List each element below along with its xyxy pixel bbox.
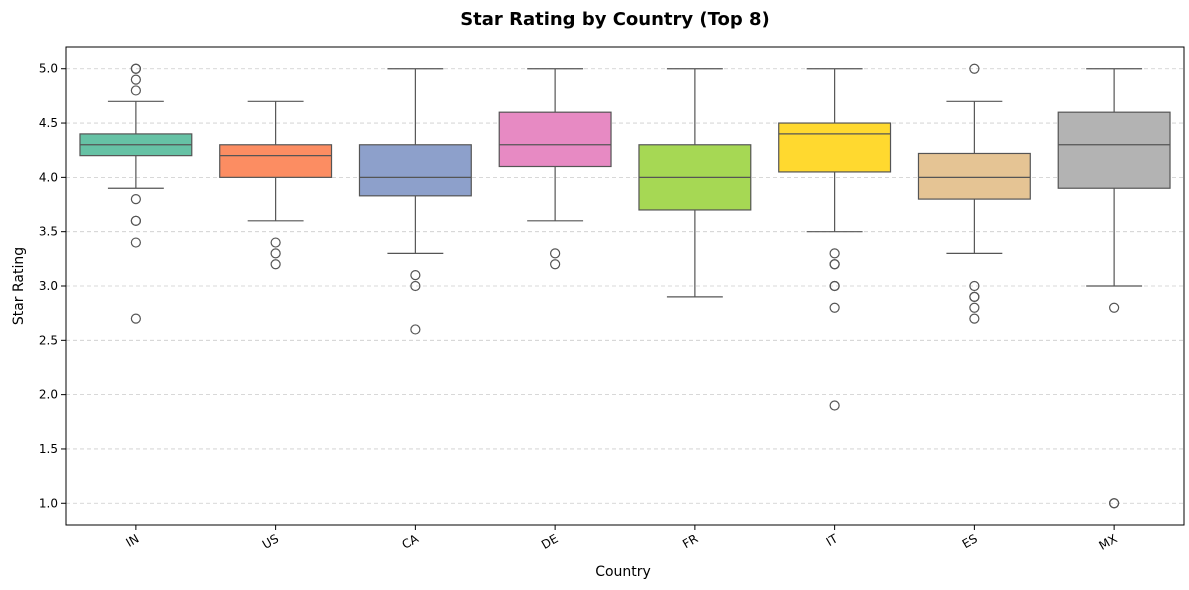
outlier-point	[410, 280, 421, 292]
iqr-box	[1057, 111, 1171, 189]
x-tick-label: ES	[960, 531, 980, 551]
iqr-box	[219, 144, 333, 178]
y-axis: 1.0 1.5 2.0 2.5 3.0 3.5 4.0 4.5 5.0	[39, 62, 66, 510]
iqr-box	[917, 152, 1031, 200]
outlier-point	[969, 280, 980, 292]
outlier-point	[829, 400, 840, 411]
iqr-box	[778, 122, 892, 173]
outlier-point	[969, 63, 980, 74]
x-tick-label: IT	[824, 531, 841, 549]
outlier-point	[969, 302, 980, 313]
y-tick-label: 1.5	[39, 442, 58, 456]
outlier-point	[130, 74, 141, 85]
outlier-point	[1109, 498, 1120, 509]
plot-frame	[65, 46, 1185, 526]
box-group-es	[917, 63, 1031, 324]
x-tick-label: US	[260, 531, 281, 551]
y-tick-label: 5.0	[39, 62, 58, 76]
outlier-point	[130, 313, 141, 324]
chart-title: Star Rating by Country (Top 8)	[460, 9, 770, 30]
outlier-point	[829, 302, 840, 313]
y-tick-label: 3.5	[39, 225, 58, 239]
outlier-point	[130, 215, 141, 226]
outlier-point	[829, 280, 840, 292]
x-tick-label: CA	[400, 531, 422, 552]
outlier-point	[130, 85, 141, 96]
y-axis-label: Star Rating	[11, 247, 27, 325]
x-axis: IN US CA DE FR IT ES MX	[124, 525, 1120, 553]
y-tick-label: 2.0	[39, 388, 58, 402]
outlier-point	[130, 237, 141, 248]
outlier-point	[130, 63, 141, 74]
outlier-point	[550, 248, 561, 259]
box-group-it	[778, 68, 892, 411]
y-tick-label: 1.0	[39, 496, 58, 510]
outlier-point	[410, 270, 421, 281]
outlier-point	[270, 259, 281, 270]
x-tick-label: IN	[124, 531, 142, 549]
outlier-point	[969, 313, 980, 324]
outlier-point	[270, 237, 281, 248]
y-tick-label: 3.0	[39, 279, 58, 293]
y-tick-label: 4.5	[39, 116, 58, 130]
x-tick-label: MX	[1097, 531, 1120, 552]
box-group-de	[498, 68, 612, 270]
box-group-mx	[1057, 68, 1171, 509]
outlier-point	[270, 248, 281, 259]
iqr-box	[358, 144, 472, 197]
outlier-point	[829, 248, 840, 259]
outlier-point	[1109, 302, 1120, 313]
box-group-us	[219, 100, 333, 270]
grid-layer	[66, 68, 1184, 504]
box-group-ca	[358, 68, 472, 335]
box-layer	[79, 63, 1171, 509]
outlier-point	[550, 259, 561, 270]
box-group-fr	[638, 68, 752, 298]
outlier-point	[969, 291, 980, 302]
y-tick-label: 2.5	[39, 333, 58, 347]
outlier-point	[829, 259, 840, 270]
outlier-point	[130, 193, 141, 205]
x-axis-label: Country	[595, 564, 651, 580]
outlier-point	[410, 324, 421, 335]
box-group-in	[79, 63, 193, 324]
x-tick-label: DE	[539, 531, 561, 552]
y-tick-label: 4.0	[39, 170, 58, 184]
x-tick-label: FR	[680, 531, 700, 551]
iqr-box	[498, 111, 612, 168]
